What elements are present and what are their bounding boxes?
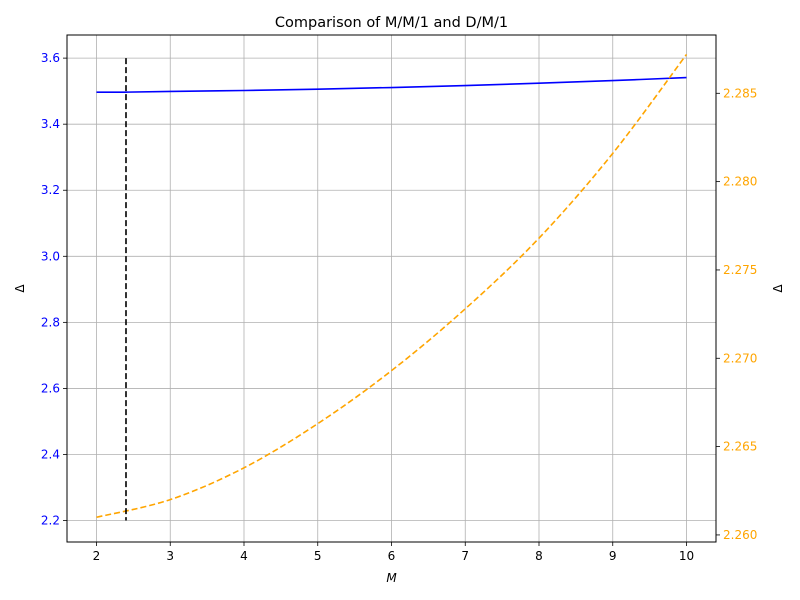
y-left-tick-label: 3.4 xyxy=(41,117,60,131)
y-right-tick-label: 2.275 xyxy=(723,263,757,277)
y-right-tick-label: 2.260 xyxy=(723,528,757,542)
y-right-tick-label: 2.270 xyxy=(723,351,757,365)
x-axis-label: M xyxy=(386,571,397,585)
y-left-tick-label: 3.2 xyxy=(41,183,60,197)
y-right-tick-label: 2.285 xyxy=(723,86,757,100)
x-tick-label: 9 xyxy=(609,549,617,563)
y-axis-label-left: Δ xyxy=(13,284,27,293)
x-tick-label: 6 xyxy=(388,549,396,563)
x-tick-label: 10 xyxy=(679,549,694,563)
y-left-tick-label: 2.6 xyxy=(41,381,60,395)
ticks: 2 3 4 5 6 7 8 9 10 2.2 2.4 2.6 2.8 3.0 3.2 3.4 3.6 2.260 2… xyxy=(41,51,757,563)
y-right-tick-label: 2.265 xyxy=(723,440,757,454)
x-tick-label: 7 xyxy=(461,549,469,563)
grid xyxy=(67,35,716,542)
y-left-tick-label: 3.6 xyxy=(41,51,60,65)
x-tick-label: 8 xyxy=(535,549,543,563)
y-left-tick-label: 2.2 xyxy=(41,514,60,528)
x-tick-label: 4 xyxy=(240,549,248,563)
x-tick-label: 3 xyxy=(166,549,174,563)
y-axis-label-right: Δ xyxy=(771,284,785,293)
x-tick-label: 5 xyxy=(314,549,322,563)
x-tick-label: 2 xyxy=(93,549,101,563)
y-right-tick-label: 2.280 xyxy=(723,175,757,189)
series-line-right xyxy=(96,53,688,519)
y-left-tick-label: 3.0 xyxy=(41,249,60,263)
chart-title: Comparison of M/M/1 and D/M/1 xyxy=(275,15,508,31)
y-left-tick-label: 2.8 xyxy=(41,315,60,329)
series-line-left xyxy=(96,76,687,93)
series-layer xyxy=(96,53,688,521)
y-left-tick-label: 2.4 xyxy=(41,447,60,461)
